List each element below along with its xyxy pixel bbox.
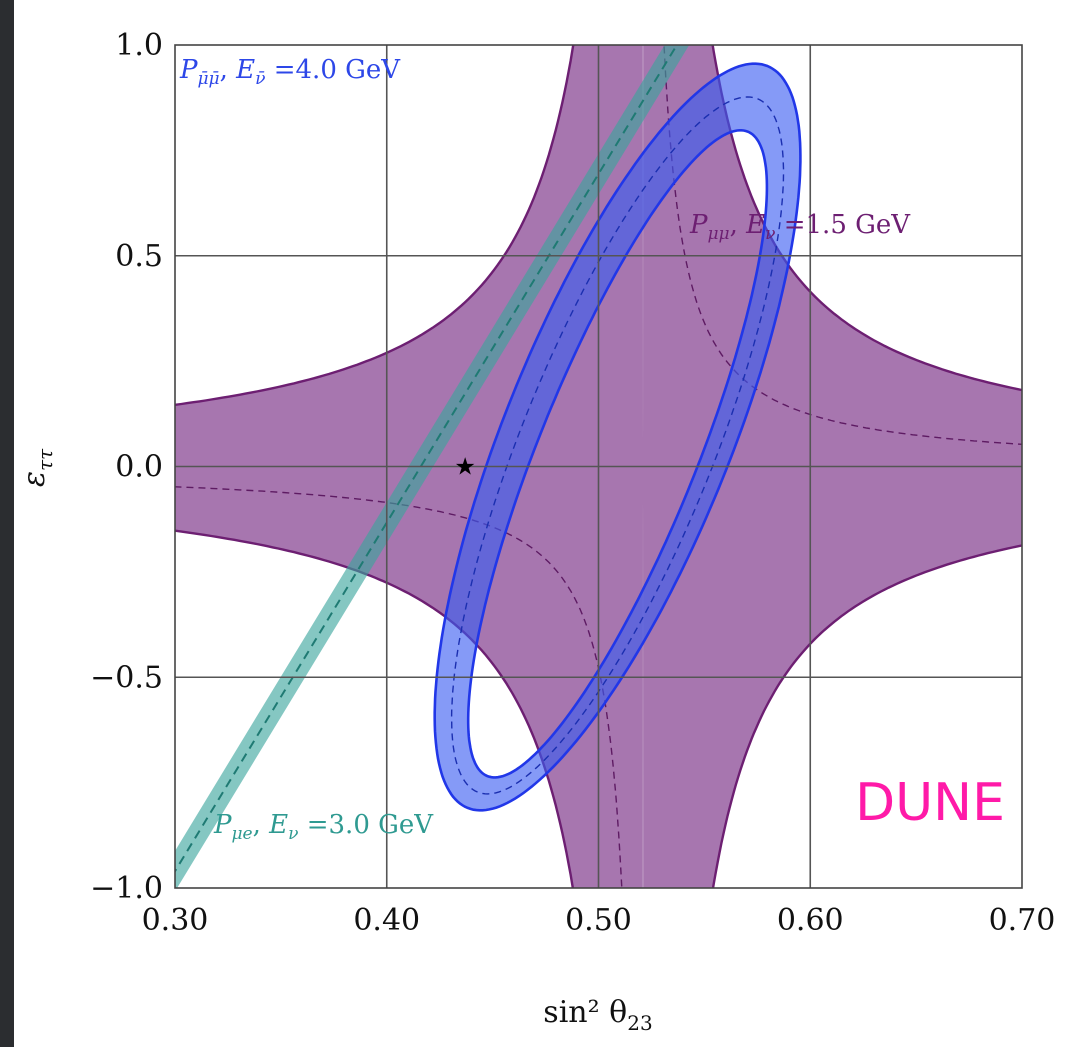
x-axis-label: sin² θ23	[543, 995, 652, 1035]
x-ticks: 0.30 0.40 0.50 0.60 0.70	[142, 903, 1056, 938]
dune-annotation: DUNE	[855, 773, 1005, 833]
x-tick-label: 0.40	[353, 903, 420, 938]
p-mumu-edge	[175, 45, 575, 407]
x-tick-label: 0.50	[565, 903, 632, 938]
p-mue-central-line	[175, 45, 679, 874]
plot-frame	[174, 44, 1023, 889]
p-mumubar-central-line	[450, 96, 785, 795]
grid	[175, 45, 1022, 888]
y-tick-label: 0.5	[115, 239, 163, 274]
y-tick-label: −0.5	[90, 660, 163, 695]
legend-label-p-mue: Pμe, Eν =3.0 GeV	[213, 810, 434, 844]
x-tick-label: 0.30	[142, 903, 209, 938]
p-mumu-central-line	[175, 45, 1022, 888]
y-tick-label: 0.0	[115, 450, 163, 485]
y-ticks: −1.0 −0.5 0.0 0.5 1.0	[90, 28, 163, 906]
y-tick-label: 1.0	[115, 28, 163, 63]
p-mumu-band	[175, 45, 1022, 888]
best-fit-star: ★	[454, 453, 476, 481]
y-axis-label: εττ	[17, 448, 57, 487]
x-tick-label: 0.70	[989, 903, 1056, 938]
legend-label-p-mumubar: Pμ̄μ̄, Eν̄ =4.0 GeV	[179, 55, 401, 89]
x-tick-label: 0.60	[777, 903, 844, 938]
y-tick-label: −1.0	[90, 871, 163, 906]
p-mumu-edge	[711, 544, 1022, 888]
